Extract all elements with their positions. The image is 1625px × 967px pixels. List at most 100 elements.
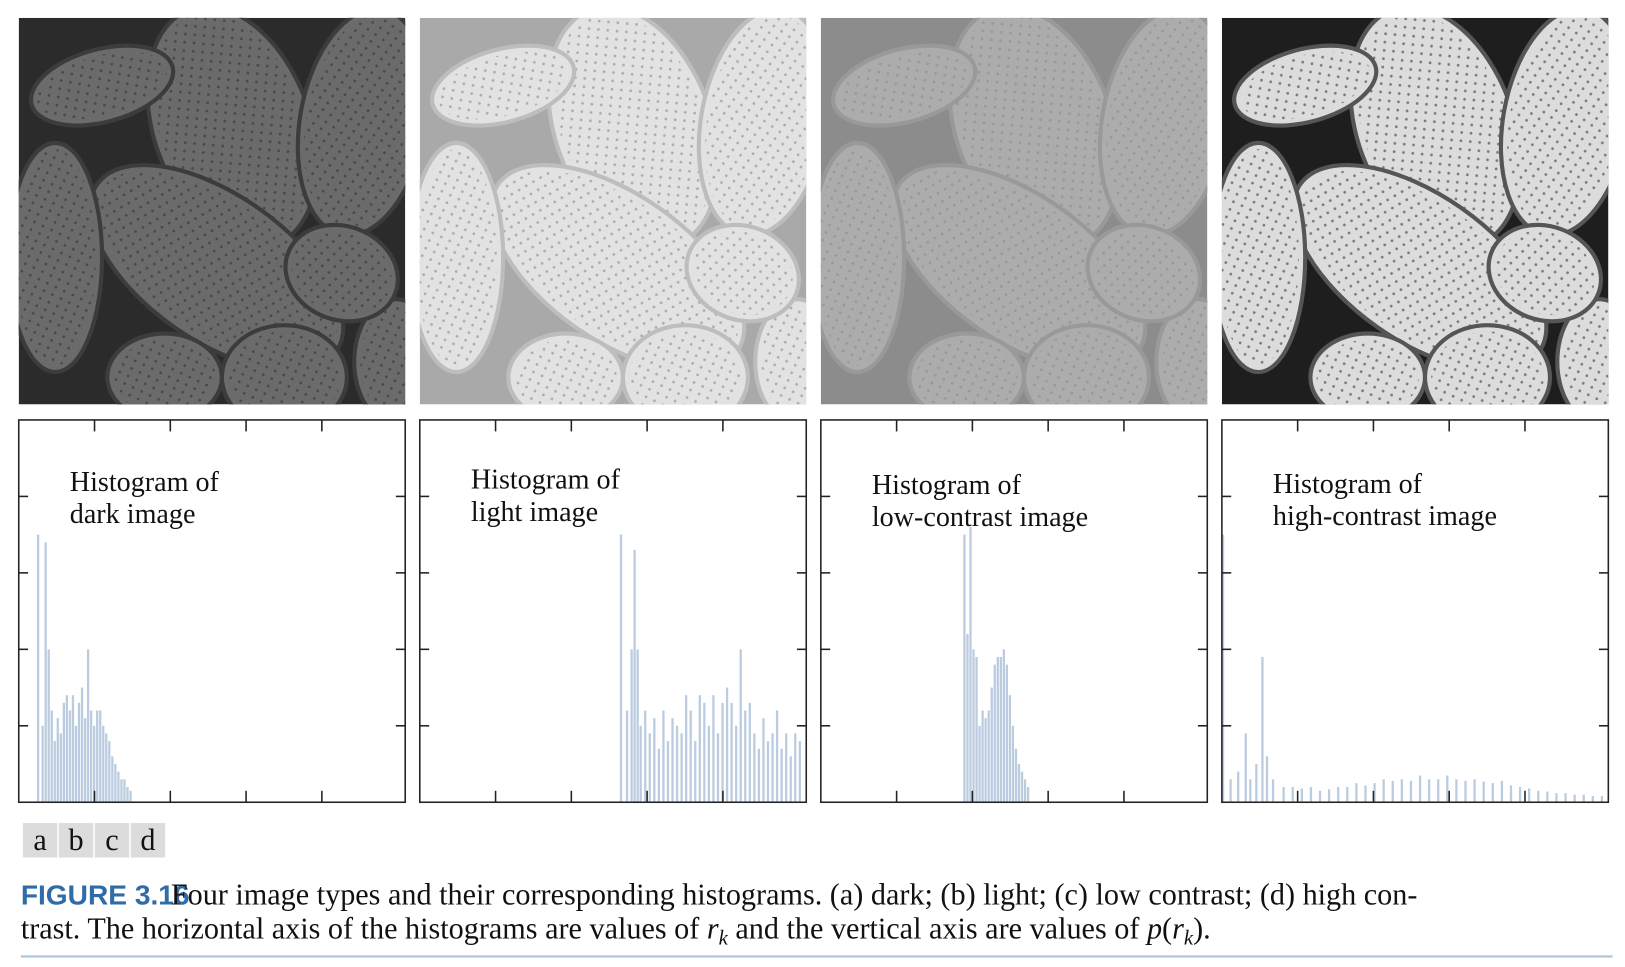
bar — [1023, 779, 1027, 803]
pollen-texture — [839, 51, 970, 120]
histogram-title: high-contrast image — [1273, 501, 1497, 532]
bar — [1291, 786, 1294, 803]
bar — [59, 733, 62, 803]
bar — [1300, 788, 1303, 803]
plot-frame — [1221, 419, 1610, 804]
bar — [981, 710, 984, 803]
bar — [105, 733, 108, 803]
caption-segment: k — [719, 926, 729, 950]
bar — [1509, 785, 1513, 803]
bar — [1591, 796, 1594, 803]
bar — [86, 649, 90, 803]
bar — [798, 741, 801, 803]
bar — [657, 748, 661, 803]
pollen-texture — [1507, 17, 1609, 230]
pollen-texture — [629, 331, 742, 405]
pollen-texture — [1316, 339, 1419, 405]
pollen-texture — [915, 339, 1018, 405]
panel-label-box — [94, 823, 130, 858]
bar — [698, 695, 701, 803]
bar — [1364, 785, 1367, 803]
bar — [1221, 534, 1225, 803]
bar — [1265, 756, 1269, 803]
pollen-texture — [96, 170, 338, 365]
bar — [969, 527, 972, 803]
pollen-texture — [692, 231, 793, 316]
pollen-texture — [360, 305, 406, 405]
pollen-texture — [303, 17, 406, 230]
bar — [68, 710, 72, 803]
bar — [99, 710, 102, 803]
bar — [1446, 775, 1449, 803]
bar — [990, 687, 993, 803]
caption-segment: r — [1172, 912, 1184, 946]
bar — [689, 710, 692, 803]
photo — [1221, 17, 1609, 405]
bar — [1518, 786, 1522, 803]
bar — [89, 710, 93, 803]
pollen-texture — [705, 17, 807, 230]
bar — [1282, 786, 1285, 803]
bar — [1026, 786, 1030, 803]
pollen-texture — [291, 231, 392, 316]
bar — [1229, 779, 1232, 803]
bar — [80, 687, 84, 803]
bar — [1020, 771, 1024, 803]
bar — [999, 656, 1002, 803]
bar — [730, 702, 733, 803]
pollen-texture — [514, 339, 617, 405]
bar — [675, 725, 679, 803]
histogram-title: low-contrast image — [872, 502, 1088, 533]
bar — [102, 725, 105, 803]
bar — [1005, 664, 1009, 803]
histogram-title: Histogram of — [872, 470, 1022, 501]
pollen-texture — [1563, 305, 1609, 405]
bar — [1537, 790, 1540, 803]
bar — [680, 733, 683, 803]
bar — [636, 649, 639, 803]
plot-frame — [820, 419, 1209, 804]
bar — [111, 756, 114, 803]
bar — [1249, 779, 1252, 803]
bar — [748, 702, 751, 803]
bar — [1255, 764, 1258, 803]
bar — [1491, 783, 1494, 803]
photo — [820, 17, 1208, 405]
bar — [630, 649, 633, 803]
bar — [1573, 794, 1576, 803]
caption-segment: p — [1145, 912, 1162, 946]
pollen-texture — [228, 331, 341, 405]
bar — [978, 725, 981, 803]
bar — [1409, 780, 1413, 803]
bar — [1008, 695, 1012, 803]
bar — [633, 549, 636, 803]
bar — [712, 695, 715, 803]
histogram-title: dark image — [70, 499, 196, 530]
bar — [1600, 796, 1604, 803]
bar — [1373, 783, 1376, 803]
bar — [780, 748, 783, 803]
bar — [625, 710, 629, 803]
bar — [762, 718, 765, 803]
bar — [1011, 725, 1015, 803]
pollen-texture — [1106, 17, 1208, 230]
pollen-texture — [419, 149, 497, 366]
bar — [744, 710, 747, 803]
photo — [419, 17, 807, 405]
histogram-title: Histogram of — [70, 467, 220, 498]
bar — [639, 725, 642, 803]
bar — [671, 718, 674, 803]
bar — [1437, 779, 1440, 803]
bar — [1237, 771, 1240, 803]
pollen-texture — [761, 305, 807, 405]
pollen-texture — [1431, 331, 1544, 405]
bar — [1355, 783, 1358, 803]
pollen-texture — [1240, 51, 1371, 120]
panel-label: a — [33, 823, 46, 857]
bar — [120, 779, 123, 803]
panel-label-box — [22, 823, 58, 858]
